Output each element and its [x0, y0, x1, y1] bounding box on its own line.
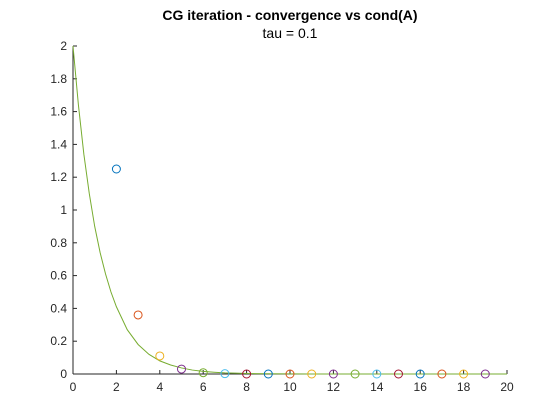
- data-point: [285, 369, 295, 379]
- x-tick-label: 8: [243, 380, 250, 394]
- data-point: [111, 164, 121, 174]
- x-tick-label: 16: [414, 380, 428, 394]
- y-tick-label: 0.8: [50, 236, 67, 250]
- x-tick-label: 6: [200, 380, 207, 394]
- y-tick-label: 0.6: [50, 269, 67, 283]
- y-tick-label: 0.4: [50, 301, 67, 315]
- data-point: [459, 369, 469, 379]
- data-point: [307, 369, 317, 379]
- x-tick-label: 10: [283, 380, 297, 394]
- y-tick-label: 1.6: [50, 105, 67, 119]
- data-point: [263, 369, 273, 379]
- y-tick-label: 2: [60, 39, 67, 53]
- data-point: [220, 369, 230, 379]
- data-point: [242, 369, 252, 379]
- x-tick-label: 12: [327, 380, 341, 394]
- data-point: [415, 369, 425, 379]
- convergence-curve: [72, 45, 507, 375]
- data-point: [350, 369, 360, 379]
- x-tick-label: 18: [457, 380, 471, 394]
- y-tick-label: 0.2: [50, 334, 67, 348]
- fit-curve-layer: [72, 45, 507, 375]
- data-point: [394, 369, 403, 379]
- y-tick-label: 1.2: [50, 170, 67, 184]
- data-point: [328, 369, 338, 379]
- data-points-layer: [111, 164, 490, 379]
- data-point: [437, 369, 447, 379]
- data-point: [480, 369, 490, 379]
- data-point: [133, 310, 143, 320]
- x-tick-label: 14: [370, 380, 384, 394]
- chart-title: CG iteration - convergence vs cond(A): [162, 7, 417, 23]
- data-point: [198, 368, 208, 378]
- y-tick-label: 1.8: [50, 72, 67, 86]
- y-tick-label: 1: [60, 203, 67, 217]
- x-tick-label: 4: [156, 380, 163, 394]
- y-tick-label: 1.4: [50, 137, 67, 151]
- x-tick-label: 20: [500, 380, 514, 394]
- data-point: [372, 369, 382, 379]
- data-point: [177, 364, 186, 374]
- y-tick-label: 0: [60, 367, 67, 381]
- axes: 0 2 4 6 8 10 12 14 16 18 20 0 0.2 0.4 0.6 0.8 1 1.2 1.4 1.6…: [50, 39, 514, 394]
- data-point: [155, 351, 165, 361]
- x-tick-label: 2: [113, 380, 120, 394]
- x-tick-label: 0: [70, 380, 77, 394]
- chart-subtitle: tau = 0.1: [263, 25, 318, 41]
